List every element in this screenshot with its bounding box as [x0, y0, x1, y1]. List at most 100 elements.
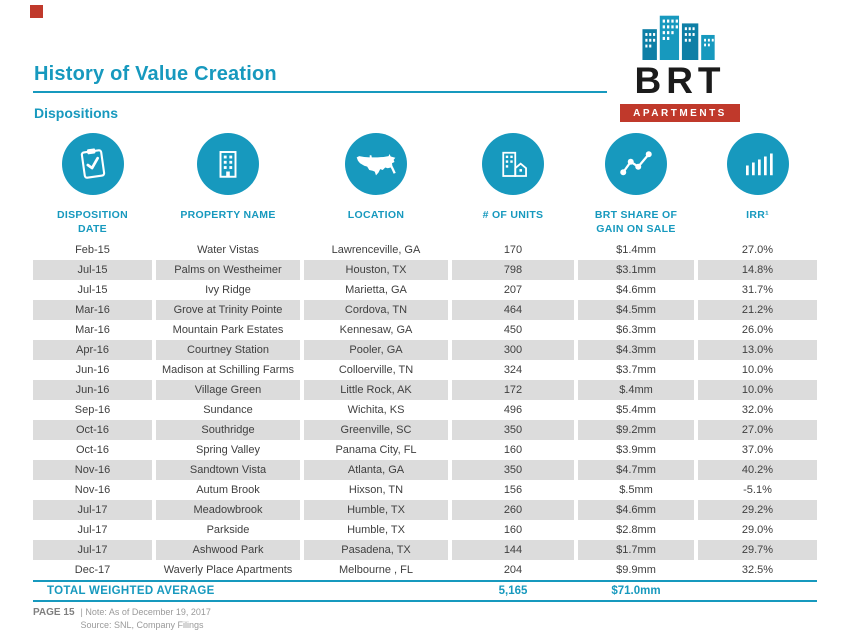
- cell-units: 798: [452, 260, 574, 280]
- page-title: History of Value Creation: [34, 63, 277, 85]
- cell-property-name: Palms on Westheimer: [156, 260, 300, 280]
- cell-location: Wichita, KS: [347, 404, 405, 416]
- cell-gain: $3.1mm: [578, 260, 694, 280]
- total-gain: $71.0mm: [611, 585, 661, 597]
- cell-irr: 31.7%: [741, 284, 774, 296]
- cell-disposition-date: Feb-15: [75, 244, 110, 256]
- cell-gain: $4.6mm: [616, 284, 656, 296]
- bar-chart-icon: [726, 133, 789, 195]
- cell-units: 156: [503, 484, 523, 496]
- column-header-disposition-date: DISPOSITION DATE: [33, 133, 152, 237]
- usa-map-icon: [345, 133, 407, 195]
- cell-gain: $1.4mm: [616, 244, 656, 256]
- cell-disposition-date: Oct-16: [75, 444, 109, 456]
- cell-gain: $4.7mm: [578, 460, 694, 480]
- cell-irr: 32.5%: [741, 564, 774, 576]
- cell-property-name: Spring Valley: [196, 444, 260, 456]
- table-row: Jul-15 Ivy Ridge Marietta, GA 207 $4.6mm…: [33, 280, 817, 300]
- cell-disposition-date: Dec-17: [74, 564, 111, 576]
- cell-location: Hixson, TN: [348, 484, 404, 496]
- cell-irr: 40.2%: [698, 460, 817, 480]
- footnotes: | Note: As of December 19, 2017 Source: …: [81, 606, 211, 632]
- cell-irr: 29.2%: [698, 500, 817, 520]
- trend-line-icon: [605, 133, 667, 195]
- cell-disposition-date: Jun-16: [33, 380, 152, 400]
- cell-location: Melbourne , FL: [339, 564, 413, 576]
- table-row: Dec-17 Waverly Place Apartments Melbourn…: [33, 560, 817, 580]
- column-header-location: LOCATION: [304, 133, 448, 237]
- slide-corner-accent: [30, 5, 43, 18]
- cell-irr: 13.0%: [698, 340, 817, 360]
- cell-gain: $6.3mm: [616, 324, 656, 336]
- cell-location: Panama City, FL: [335, 444, 417, 456]
- cell-property-name: Mountain Park Estates: [172, 324, 284, 336]
- cell-units: 160: [503, 524, 523, 536]
- table-row: Oct-16 Southridge Greenville, SC 350 $9.…: [33, 420, 817, 440]
- cell-disposition-date: Jul-15: [77, 284, 108, 296]
- cell-disposition-date: Oct-16: [33, 420, 152, 440]
- title-divider: [33, 91, 607, 93]
- cell-property-name: Ashwood Park: [156, 540, 300, 560]
- cell-units: 450: [503, 324, 523, 336]
- cell-irr: 14.8%: [698, 260, 817, 280]
- dispositions-table: DISPOSITION DATE PROPERTY NAME: [33, 133, 817, 602]
- cell-gain: $.4mm: [578, 380, 694, 400]
- cell-units: 496: [503, 404, 523, 416]
- cell-location: Cordova, TN: [304, 300, 448, 320]
- page-number: PAGE 15: [33, 607, 75, 618]
- apartment-units-icon: [482, 133, 544, 195]
- cell-gain: $4.6mm: [578, 500, 694, 520]
- cell-location: Greenville, SC: [304, 420, 448, 440]
- cell-gain: $.5mm: [619, 484, 653, 496]
- table-row: Feb-15 Water Vistas Lawrenceville, GA 17…: [33, 240, 817, 260]
- cell-location: Colloerville, TN: [338, 364, 414, 376]
- column-label: BRT SHARE OF GAIN ON SALE: [594, 209, 678, 236]
- cell-irr: 37.0%: [741, 444, 774, 456]
- cell-property-name: Sandtown Vista: [156, 460, 300, 480]
- cell-property-name: Sundance: [203, 404, 253, 416]
- column-label: IRR¹: [746, 209, 769, 221]
- table-row: Jul-17 Parkside Humble, TX 160 $2.8mm 29…: [33, 520, 817, 540]
- cell-location: Humble, TX: [347, 524, 405, 536]
- column-header-gain: BRT SHARE OF GAIN ON SALE: [578, 133, 694, 237]
- column-label: DISPOSITION DATE: [57, 209, 128, 236]
- cell-property-name: Southridge: [156, 420, 300, 440]
- cell-property-name: Waverly Place Apartments: [163, 564, 293, 576]
- cell-location: Pasadena, TX: [304, 540, 448, 560]
- cell-gain: $2.8mm: [616, 524, 656, 536]
- total-label: TOTAL WEIGHTED AVERAGE: [47, 585, 215, 597]
- cell-disposition-date: Sep-16: [74, 404, 111, 416]
- cell-units: 172: [452, 380, 574, 400]
- column-label: # OF UNITS: [482, 209, 544, 221]
- cell-disposition-date: Jul-15: [33, 260, 152, 280]
- cell-units: 300: [452, 340, 574, 360]
- cell-units: 144: [452, 540, 574, 560]
- cell-units: 207: [503, 284, 523, 296]
- table-row: Jul-15 Palms on Westheimer Houston, TX 7…: [33, 260, 817, 280]
- footnote-note: | Note: As of December 19, 2017: [80, 607, 211, 617]
- cell-gain: $5.4mm: [616, 404, 656, 416]
- column-header-units: # OF UNITS: [452, 133, 574, 237]
- cell-disposition-date: Jul-17: [33, 500, 152, 520]
- cell-irr: 32.0%: [741, 404, 774, 416]
- cell-irr: 29.0%: [741, 524, 774, 536]
- table-row: Oct-16 Spring Valley Panama City, FL 160…: [33, 440, 817, 460]
- table-header-row: DISPOSITION DATE PROPERTY NAME: [33, 133, 817, 237]
- section-subtitle: Dispositions: [34, 105, 119, 121]
- cell-gain: $9.2mm: [578, 420, 694, 440]
- cell-disposition-date: Mar-16: [33, 300, 152, 320]
- building-icon: [197, 133, 259, 195]
- cell-units: 464: [452, 300, 574, 320]
- table-row: Jun-16 Village Green Little Rock, AK 172…: [33, 380, 817, 400]
- cell-location: Marietta, GA: [345, 284, 407, 296]
- cell-disposition-date: Nov-16: [33, 460, 152, 480]
- table-row: Mar-16 Grove at Trinity Pointe Cordova, …: [33, 300, 817, 320]
- cell-property-name: Ivy Ridge: [205, 284, 251, 296]
- cell-location: Houston, TX: [304, 260, 448, 280]
- cell-property-name: Courtney Station: [156, 340, 300, 360]
- cell-location: Atlanta, GA: [304, 460, 448, 480]
- cell-irr: -5.1%: [743, 484, 772, 496]
- total-row: TOTAL WEIGHTED AVERAGE 5,165 $71.0mm: [33, 580, 817, 602]
- table-row: Mar-16 Mountain Park Estates Kennesaw, G…: [33, 320, 817, 340]
- cell-disposition-date: Apr-16: [33, 340, 152, 360]
